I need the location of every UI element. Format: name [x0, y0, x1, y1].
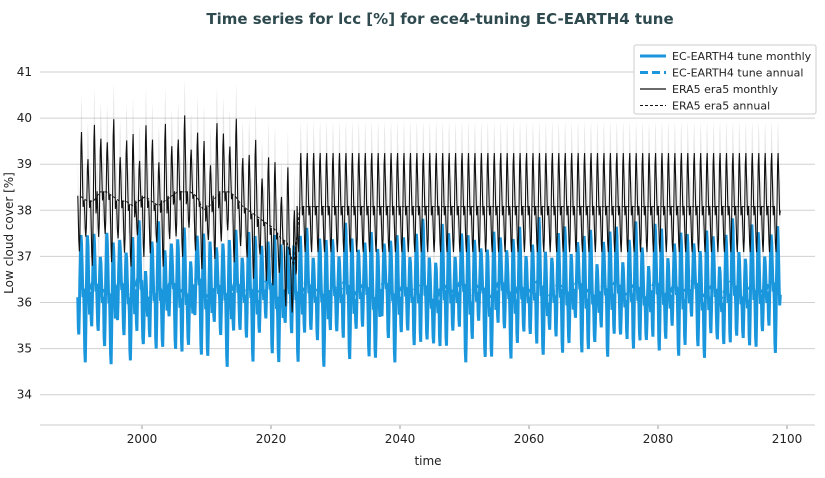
- legend: EC-EARTH4 tune monthly EC-EARTH4 tune ann…: [633, 44, 817, 115]
- y-axis-label: Low cloud cover [%]: [2, 172, 16, 294]
- x-axis-label: time: [414, 454, 441, 468]
- legend-label: ERA5 era5 annual: [672, 100, 770, 113]
- y-tick-label: 38: [17, 203, 32, 217]
- x-tick-label: 2040: [385, 432, 416, 446]
- y-tick-label: 37: [17, 249, 32, 263]
- series-era5-annual: [80, 191, 778, 266]
- chart-title: Time series for lcc [%] for ece4-tuning …: [206, 10, 673, 28]
- y-tick-label: 41: [17, 65, 32, 79]
- x-tick-label: 2060: [514, 432, 545, 446]
- series-ec-earth4-monthly: [76, 217, 782, 367]
- legend-label: EC-EARTH4 tune monthly: [672, 50, 812, 63]
- legend-label: EC-EARTH4 tune annual: [672, 67, 803, 80]
- y-tick-label: 36: [17, 296, 32, 310]
- series-ec-earth4-annual: [79, 269, 779, 313]
- x-tick-label: 2020: [256, 432, 287, 446]
- y-tick-label: 40: [17, 111, 32, 125]
- legend-label: ERA5 era5 monthly: [672, 83, 778, 96]
- x-tick-label: 2080: [643, 432, 674, 446]
- x-tick-label: 2100: [772, 432, 803, 446]
- x-tick-label: 2000: [127, 432, 158, 446]
- series-era5-monthly: [77, 115, 781, 313]
- y-tick-label: 35: [17, 342, 32, 356]
- y-tick-label: 34: [17, 388, 32, 402]
- legend-box: [633, 44, 817, 115]
- y-tick-label: 39: [17, 157, 32, 171]
